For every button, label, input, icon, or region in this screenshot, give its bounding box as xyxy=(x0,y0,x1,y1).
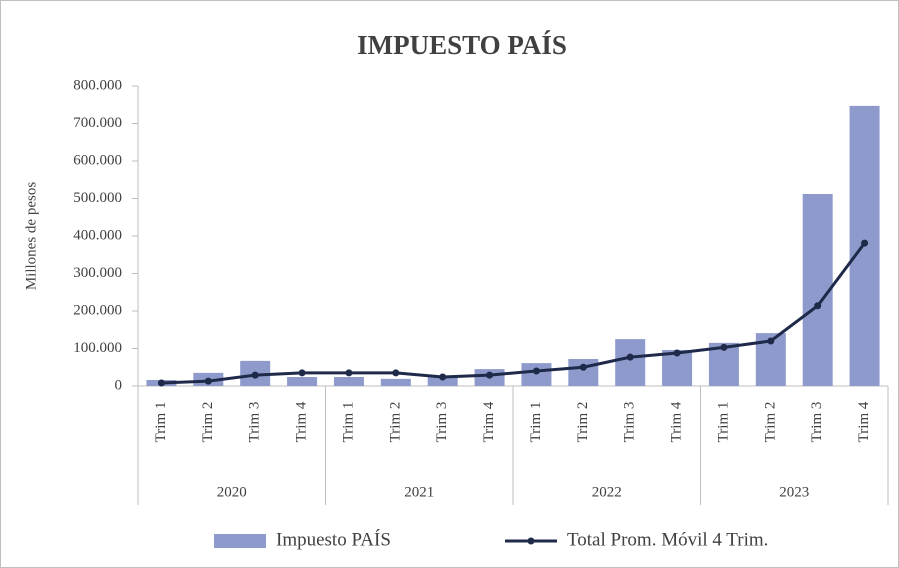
x-tick-label: Trim 2 xyxy=(200,402,216,443)
x-tick-label: Trim 4 xyxy=(294,401,310,442)
legend-marker xyxy=(527,537,535,545)
bar xyxy=(521,363,552,386)
line-marker xyxy=(720,343,728,351)
y-tick-label: 100.000 xyxy=(73,340,122,356)
y-tick-label: 500.000 xyxy=(73,190,122,206)
line xyxy=(161,242,866,385)
line-marker xyxy=(392,369,400,377)
x-tick-label: Trim 4 xyxy=(669,401,685,442)
x-tick-label: Trim 1 xyxy=(153,402,169,443)
group-label: 2021 xyxy=(404,484,434,500)
legend-label: Impuesto PAÍS xyxy=(276,528,391,550)
group-label: 2022 xyxy=(592,484,622,500)
y-tick-label: 800.000 xyxy=(73,77,122,93)
x-tick-label: Trim 3 xyxy=(809,402,825,443)
line-marker xyxy=(251,371,259,379)
line-marker xyxy=(204,377,212,385)
x-tick-label: Trim 2 xyxy=(575,402,591,443)
line-marker xyxy=(532,367,540,375)
line-marker xyxy=(345,369,353,377)
legend-label: Total Prom. Móvil 4 Trim. xyxy=(567,529,768,550)
x-tick-label: Trim 1 xyxy=(340,402,356,443)
bar xyxy=(287,377,318,386)
y-tick-label: 0 xyxy=(115,377,123,393)
x-tick-label: Trim 2 xyxy=(387,402,403,443)
x-tick-label: Trim 3 xyxy=(247,402,263,443)
line-marker xyxy=(157,379,165,387)
x-tick-label: Trim 3 xyxy=(622,402,638,443)
y-tick-label: 700.000 xyxy=(73,115,122,131)
x-tick-label: Trim 3 xyxy=(434,402,450,443)
group-label: 2023 xyxy=(779,484,809,500)
line-marker xyxy=(673,349,681,357)
line-marker xyxy=(626,353,634,361)
bar xyxy=(380,378,411,386)
line-marker xyxy=(439,373,447,381)
legend-swatch xyxy=(214,534,266,548)
line-marker xyxy=(814,302,822,310)
line-marker xyxy=(861,239,869,247)
chart-title: IMPUESTO PAÍS xyxy=(357,30,567,60)
bar xyxy=(568,359,599,386)
line-marker xyxy=(486,371,494,379)
x-tick-label: Trim 2 xyxy=(762,402,778,443)
y-tick-label: 300.000 xyxy=(73,265,122,281)
group-label: 2020 xyxy=(217,484,247,500)
bar xyxy=(427,375,458,386)
y-tick-label: 200.000 xyxy=(73,302,122,318)
y-axis-label: Millones de pesos xyxy=(23,182,39,290)
y-tick-label: 600.000 xyxy=(73,152,122,168)
line-marker xyxy=(767,337,775,345)
line-marker xyxy=(579,363,587,371)
y-tick-label: 400.000 xyxy=(73,227,122,243)
bar xyxy=(615,339,646,386)
x-tick-label: Trim 4 xyxy=(856,401,872,442)
x-tick-label: Trim 1 xyxy=(715,402,731,443)
bar xyxy=(333,377,364,386)
x-tick-label: Trim 1 xyxy=(528,402,544,443)
line-marker xyxy=(298,369,306,377)
x-tick-label: Trim 4 xyxy=(481,401,497,442)
